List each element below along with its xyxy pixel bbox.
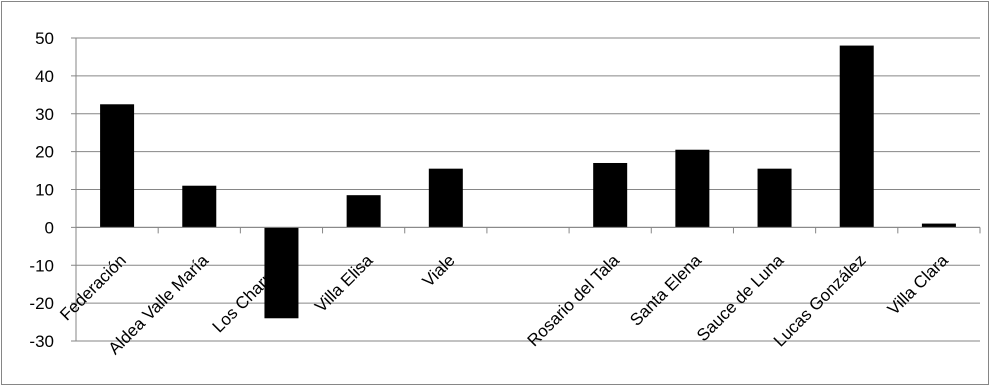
x-category-label: Federación xyxy=(56,251,130,325)
y-tick-label: -20 xyxy=(29,294,54,313)
y-tick-label: -30 xyxy=(29,332,54,351)
bar xyxy=(346,195,381,228)
y-tick-label: 0 xyxy=(45,218,54,237)
bar xyxy=(428,168,463,228)
y-tick-label: 30 xyxy=(35,105,54,124)
axes xyxy=(71,37,981,342)
x-category-label: Viale xyxy=(419,251,459,291)
y-tick-label: 50 xyxy=(35,29,54,48)
y-tick-labels: 50 40 30 20 10 0 -10 -20 -30 xyxy=(29,29,54,351)
bar xyxy=(921,223,956,228)
bar xyxy=(182,185,217,228)
bar xyxy=(593,162,628,228)
y-tick-label: 10 xyxy=(35,181,54,200)
bar xyxy=(100,104,135,228)
bar xyxy=(839,45,874,228)
x-category-label: Sauce de Luna xyxy=(693,250,788,345)
bar xyxy=(757,168,792,228)
x-category-label: Villa Clara xyxy=(884,250,952,318)
bar xyxy=(264,227,299,319)
bars xyxy=(100,45,956,319)
y-tick-label: 40 xyxy=(35,67,54,86)
x-category-label: Santa Elena xyxy=(626,250,705,329)
y-tick-label: -10 xyxy=(29,256,54,275)
x-category-label: Villa Elisa xyxy=(311,250,377,316)
y-tick-label: 20 xyxy=(35,143,54,162)
bar xyxy=(675,149,710,228)
